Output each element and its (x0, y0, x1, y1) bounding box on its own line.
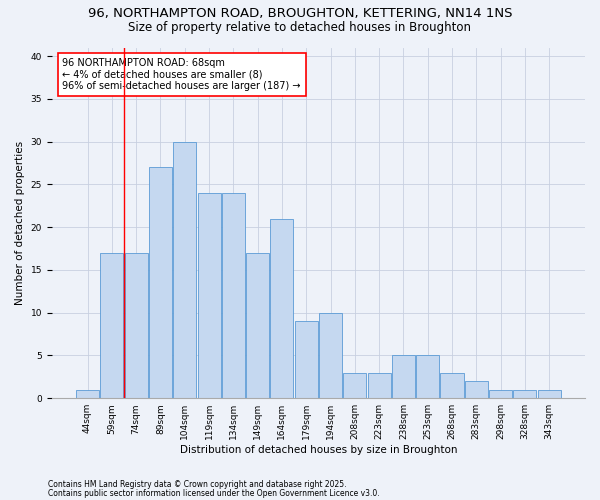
Bar (149, 168, 172, 398)
Bar (440, 372, 464, 398)
Bar (271, 218, 293, 398)
Bar (100, 253, 124, 398)
Bar (222, 193, 245, 398)
Text: Contains HM Land Registry data © Crown copyright and database right 2025.: Contains HM Land Registry data © Crown c… (48, 480, 347, 489)
Bar (125, 253, 148, 398)
Bar (246, 253, 269, 398)
Bar (343, 372, 367, 398)
Bar (368, 372, 391, 398)
Bar (416, 356, 439, 398)
Bar (514, 390, 536, 398)
Y-axis label: Number of detached properties: Number of detached properties (15, 141, 25, 305)
Bar (319, 312, 342, 398)
Text: Contains public sector information licensed under the Open Government Licence v3: Contains public sector information licen… (48, 489, 380, 498)
Bar (173, 142, 196, 398)
Bar (392, 356, 415, 398)
X-axis label: Distribution of detached houses by size in Broughton: Distribution of detached houses by size … (179, 445, 457, 455)
Bar (197, 193, 221, 398)
Text: 96, NORTHAMPTON ROAD, BROUGHTON, KETTERING, NN14 1NS: 96, NORTHAMPTON ROAD, BROUGHTON, KETTERI… (88, 8, 512, 20)
Bar (465, 381, 488, 398)
Text: Size of property relative to detached houses in Broughton: Size of property relative to detached ho… (128, 21, 472, 34)
Bar (76, 390, 99, 398)
Text: 96 NORTHAMPTON ROAD: 68sqm
← 4% of detached houses are smaller (8)
96% of semi-d: 96 NORTHAMPTON ROAD: 68sqm ← 4% of detac… (62, 58, 301, 91)
Bar (489, 390, 512, 398)
Bar (295, 321, 318, 398)
Bar (538, 390, 561, 398)
